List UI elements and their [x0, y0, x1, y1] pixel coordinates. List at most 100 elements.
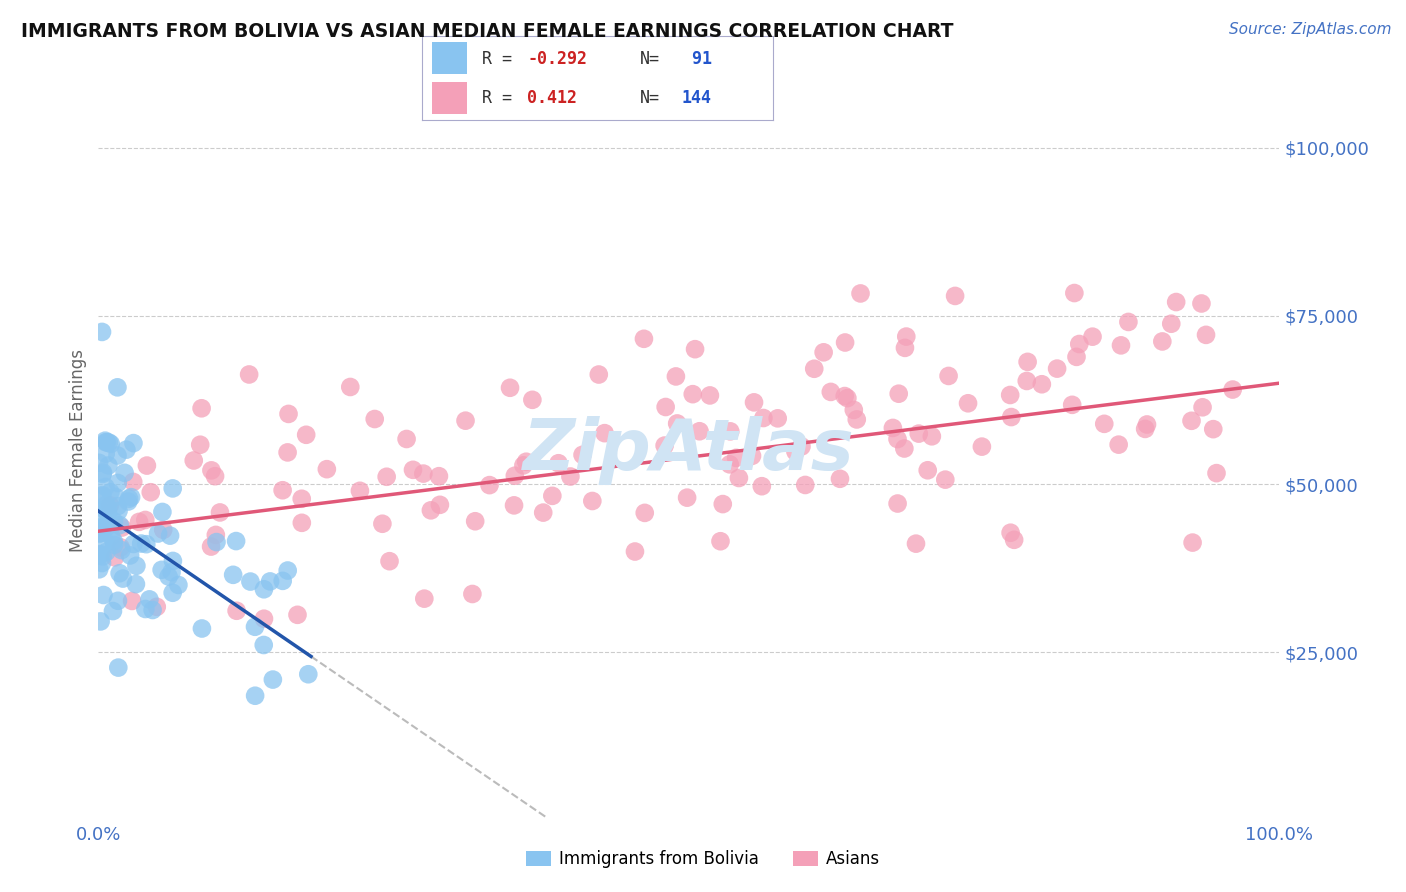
- Point: [89, 526, 111, 541]
- Point: [183, 453, 205, 467]
- Point: [588, 368, 610, 382]
- Point: [191, 622, 214, 636]
- Point: [122, 537, 145, 551]
- Point: [893, 442, 915, 456]
- Point: [560, 469, 582, 483]
- Point: [718, 458, 741, 472]
- Point: [624, 544, 647, 558]
- Point: [122, 475, 145, 489]
- Point: [94, 434, 117, 448]
- Point: [101, 604, 124, 618]
- Point: [91, 466, 114, 480]
- Point: [364, 412, 387, 426]
- Point: [91, 521, 114, 535]
- Point: [291, 516, 314, 530]
- Point: [849, 286, 872, 301]
- Point: [297, 667, 319, 681]
- Point: [461, 587, 484, 601]
- Point: [689, 424, 711, 438]
- Point: [238, 368, 260, 382]
- Point: [503, 499, 526, 513]
- Point: [159, 529, 181, 543]
- Point: [271, 574, 294, 588]
- Point: [96, 435, 118, 450]
- Point: [190, 401, 212, 416]
- Point: [104, 550, 127, 565]
- Point: [91, 467, 114, 481]
- Point: [1222, 383, 1244, 397]
- Point: [571, 448, 593, 462]
- Point: [295, 427, 318, 442]
- Point: [87, 456, 110, 470]
- Point: [89, 562, 111, 576]
- Point: [271, 483, 294, 498]
- Point: [683, 342, 706, 356]
- Point: [243, 620, 266, 634]
- Point: [427, 469, 450, 483]
- Point: [97, 506, 120, 520]
- Text: -0.292: -0.292: [527, 50, 588, 68]
- Point: [970, 440, 993, 454]
- Point: [108, 566, 131, 581]
- Point: [1195, 327, 1218, 342]
- Point: [547, 456, 569, 470]
- Point: [107, 499, 129, 513]
- Point: [813, 345, 835, 359]
- Point: [89, 526, 111, 541]
- Point: [205, 528, 228, 542]
- Point: [1015, 374, 1038, 388]
- Point: [115, 442, 138, 457]
- Point: [277, 445, 299, 459]
- Point: [253, 638, 276, 652]
- Point: [676, 491, 699, 505]
- Point: [97, 458, 120, 473]
- Point: [287, 607, 309, 622]
- Point: [921, 429, 943, 443]
- Point: [91, 521, 114, 535]
- Point: [1066, 350, 1088, 364]
- Point: [741, 449, 763, 463]
- Point: [135, 537, 157, 551]
- Point: [262, 673, 284, 687]
- Point: [1000, 525, 1022, 540]
- Point: [162, 586, 184, 600]
- Point: [503, 468, 526, 483]
- Point: [790, 439, 813, 453]
- Point: [100, 437, 122, 451]
- Point: [820, 384, 842, 399]
- Point: [894, 341, 917, 355]
- Point: [1202, 422, 1225, 436]
- Point: [118, 491, 141, 506]
- Point: [375, 469, 398, 483]
- Point: [412, 467, 434, 481]
- Point: [499, 381, 522, 395]
- Point: [107, 660, 129, 674]
- Point: [1191, 401, 1213, 415]
- Point: [402, 463, 425, 477]
- Point: [90, 507, 112, 521]
- Point: [339, 380, 361, 394]
- Point: [107, 504, 129, 518]
- Point: [128, 515, 150, 529]
- Point: [634, 506, 657, 520]
- Point: [531, 506, 554, 520]
- Point: [205, 535, 228, 549]
- Point: [541, 489, 564, 503]
- Point: [886, 432, 908, 446]
- Point: [94, 535, 117, 549]
- Point: [882, 421, 904, 435]
- Point: [349, 483, 371, 498]
- Point: [111, 520, 134, 534]
- Point: [1002, 533, 1025, 547]
- Point: [253, 612, 276, 626]
- Point: [129, 536, 152, 550]
- Point: [91, 325, 114, 339]
- Point: [134, 602, 156, 616]
- Point: [454, 414, 477, 428]
- Point: [188, 438, 211, 452]
- Point: [89, 547, 111, 561]
- Point: [515, 455, 537, 469]
- Point: [277, 564, 299, 578]
- Point: [138, 592, 160, 607]
- Point: [1000, 410, 1022, 425]
